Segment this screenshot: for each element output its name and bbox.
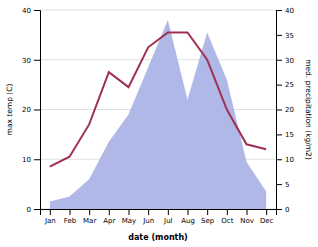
tick-label: 10 <box>22 156 31 164</box>
tick: Dec <box>260 209 274 225</box>
tick-label: 30 <box>285 56 294 64</box>
tick-mark <box>247 209 248 215</box>
grid <box>40 10 276 209</box>
tick-mark <box>276 85 282 86</box>
tick-mark <box>34 209 40 210</box>
tick-label: 5 <box>285 181 289 189</box>
tick: Mar <box>83 209 96 225</box>
tick-mark <box>148 209 149 215</box>
chart: Jan Feb Mar Apr May Jun Jul Aug Sep Oct Nov Dec 0 10 2… <box>0 0 318 247</box>
marks <box>50 20 266 209</box>
tick: Nov <box>240 209 254 225</box>
tick-mark <box>227 209 228 215</box>
tick: 0 <box>27 206 40 214</box>
tick: Apr <box>103 209 115 225</box>
tick-label: Sep <box>201 217 215 225</box>
tick-mark <box>276 35 282 36</box>
tick: 35 <box>276 32 294 40</box>
tick-label: 0 <box>285 206 289 214</box>
tick-label: 15 <box>285 131 294 139</box>
tick-label: 0 <box>27 206 31 214</box>
y-axis-label: max temp (C) <box>5 84 14 136</box>
tick-label: Nov <box>240 217 254 225</box>
tick-label: Apr <box>103 217 115 225</box>
y2-axis-label: med. precipitation (kg/m2) <box>304 59 313 160</box>
x-axis: Jan Feb Mar Apr May Jun Jul Aug Sep Oct Nov Dec <box>41 209 277 225</box>
tick: 15 <box>276 131 294 139</box>
tick-mark <box>276 10 282 11</box>
tick-label: Jan <box>44 217 56 225</box>
area <box>50 20 266 209</box>
tick: Jan <box>44 209 56 225</box>
tick-label: Dec <box>260 217 274 225</box>
tick-mark <box>168 209 169 215</box>
line <box>50 32 266 166</box>
tick-mark <box>34 159 40 160</box>
tick-mark <box>276 209 282 210</box>
tick: Feb <box>64 209 77 225</box>
tick: 10 <box>22 156 40 164</box>
tick-label: 35 <box>285 32 294 40</box>
axis-line <box>34 11 41 210</box>
tick: 40 <box>276 7 294 15</box>
tick-label: 40 <box>22 7 31 15</box>
tick-label: May <box>122 217 136 225</box>
tick-mark <box>50 209 51 215</box>
tick-label: 20 <box>22 106 31 114</box>
tick-label: Mar <box>83 217 96 225</box>
tick-mark <box>188 209 189 215</box>
tick: Sep <box>201 209 215 225</box>
tick: Oct <box>221 209 233 225</box>
tick-mark <box>276 110 282 111</box>
tick-label: 40 <box>285 7 294 15</box>
grid-line <box>40 10 276 11</box>
tick: 30 <box>276 56 294 64</box>
tick-mark <box>207 209 208 215</box>
tick-label: Jun <box>142 217 154 225</box>
tick-mark <box>34 110 40 111</box>
plot: Jan Feb Mar Apr May Jun Jul Aug Sep Oct Nov Dec 0 10 2… <box>5 7 313 242</box>
tick-label: Aug <box>181 217 195 225</box>
tick-mark <box>70 209 71 215</box>
tick-mark <box>276 184 282 185</box>
tick-mark <box>109 209 110 215</box>
tick-mark <box>276 60 282 61</box>
tick: Aug <box>181 209 195 225</box>
tick: Jul <box>163 209 173 225</box>
tick-mark <box>89 209 90 215</box>
tick: 20 <box>276 106 294 114</box>
tick-mark <box>34 60 40 61</box>
tick-label: 10 <box>285 156 294 164</box>
axis-line <box>277 11 283 210</box>
tick-label: 30 <box>22 56 31 64</box>
tick: May <box>122 209 136 225</box>
y-axis: 0 10 20 30 40 <box>22 7 40 214</box>
tick-label: Oct <box>221 217 233 225</box>
tick-mark <box>34 10 40 11</box>
tick-label: 20 <box>285 106 294 114</box>
tick: 20 <box>22 106 40 114</box>
axis-line <box>41 210 277 216</box>
tick: 10 <box>276 156 294 164</box>
tick: 5 <box>276 181 289 189</box>
x-axis-label: date (month) <box>128 233 188 242</box>
tick-mark <box>276 134 282 135</box>
tick: 25 <box>276 81 294 89</box>
tick-mark <box>276 159 282 160</box>
tick-label: Jul <box>163 217 173 225</box>
tick-label: Feb <box>64 217 77 225</box>
tick: 0 <box>276 206 289 214</box>
tick-mark <box>266 209 267 215</box>
y2-axis: 0 5 10 15 20 25 30 35 40 <box>276 7 294 214</box>
tick-label: 25 <box>285 81 294 89</box>
tick: 40 <box>22 7 40 15</box>
tick-mark <box>129 209 130 215</box>
tick: Jun <box>142 209 154 225</box>
tick: 30 <box>22 56 40 64</box>
